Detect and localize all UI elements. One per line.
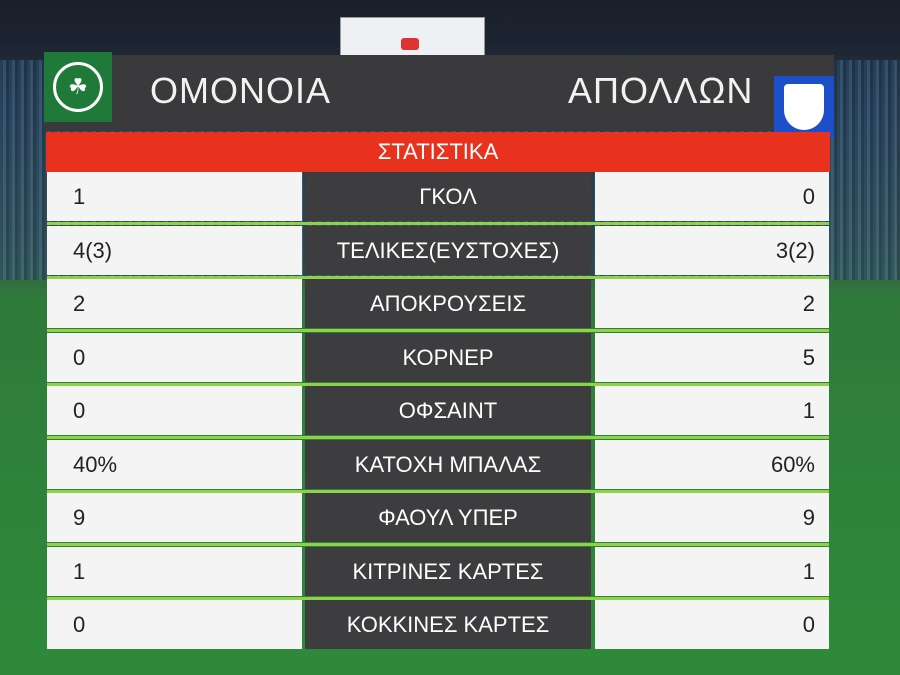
home-team-crest-icon: ☘ — [44, 52, 112, 122]
stat-label: ΓΚΟΛ — [305, 172, 591, 221]
stat-home-value: 4(3) — [47, 225, 302, 275]
stat-away-value: 1 — [595, 386, 829, 435]
stat-row: 1 ΓΚΟΛ 0 — [47, 172, 829, 221]
stat-home-value: 40% — [47, 439, 302, 489]
row-divider — [47, 436, 829, 439]
stat-away-value: 0 — [595, 600, 829, 649]
stat-row: 2 ΑΠΟΚΡΟΥΣΕΙΣ 2 — [47, 279, 829, 328]
stat-away-value: 2 — [595, 279, 829, 328]
stat-label: ΑΠΟΚΡΟΥΣΕΙΣ — [305, 279, 591, 328]
stat-home-value: 1 — [47, 546, 302, 596]
row-divider — [47, 596, 829, 600]
stat-row: 1 ΚΙΤΡΙΝΕΣ ΚΑΡΤΕΣ 1 — [47, 546, 829, 596]
stat-home-value: 2 — [47, 279, 302, 328]
stadium-sponsor-board — [340, 17, 485, 59]
stat-row: 0 ΟΦΣΑΙΝΤ 1 — [47, 386, 829, 435]
home-team-name: ΟΜΟΝΟΙΑ — [150, 70, 332, 111]
stat-row: 9 ΦΑΟΥΛ ΥΠΕΡ 9 — [47, 493, 829, 542]
stat-away-value: 0 — [595, 172, 829, 221]
stat-row: 0 ΚΟΡΝΕΡ 5 — [47, 332, 829, 382]
stat-home-value: 0 — [47, 600, 302, 649]
row-divider — [47, 543, 829, 546]
stat-home-value: 0 — [47, 386, 302, 435]
stat-label: ΚΑΤΟΧΗ ΜΠΑΛΑΣ — [305, 439, 591, 489]
stat-home-value: 9 — [47, 493, 302, 542]
stats-title: ΣΤΑΤΙΣΤΙΚΑ — [46, 132, 830, 172]
stat-label: ΚΟΡΝΕΡ — [305, 332, 591, 382]
row-divider — [47, 329, 829, 332]
stat-label: ΚΟΚΚΙΝΕΣ ΚΑΡΤΕΣ — [305, 600, 591, 649]
scoreboard-header — [44, 55, 834, 131]
stat-row: 4(3) ΤΕΛΙΚΕΣ(ΕΥΣΤΟΧΕΣ) 3(2) — [47, 225, 829, 275]
stat-away-value: 1 — [595, 546, 829, 596]
stat-label: ΤΕΛΙΚΕΣ(ΕΥΣΤΟΧΕΣ) — [305, 225, 591, 275]
stat-row: 40% ΚΑΤΟΧΗ ΜΠΑΛΑΣ 60% — [47, 439, 829, 489]
stat-away-value: 9 — [595, 493, 829, 542]
stat-away-value: 3(2) — [595, 225, 829, 275]
away-team-name: ΑΠΟΛΛΩΝ — [568, 70, 754, 111]
stat-away-value: 60% — [595, 439, 829, 489]
row-divider — [47, 489, 829, 493]
stat-home-value: 1 — [47, 172, 302, 221]
stat-label: ΦΑΟΥΛ ΥΠΕΡ — [305, 493, 591, 542]
stat-label: ΚΙΤΡΙΝΕΣ ΚΑΡΤΕΣ — [305, 546, 591, 596]
stat-home-value: 0 — [47, 332, 302, 382]
row-divider — [47, 382, 829, 386]
row-divider — [47, 275, 829, 279]
away-team-crest-icon — [774, 76, 834, 138]
stat-row: 0 ΚΟΚΚΙΝΕΣ ΚΑΡΤΕΣ 0 — [47, 600, 829, 649]
row-divider — [47, 222, 829, 225]
stat-away-value: 5 — [595, 332, 829, 382]
stat-label: ΟΦΣΑΙΝΤ — [305, 386, 591, 435]
